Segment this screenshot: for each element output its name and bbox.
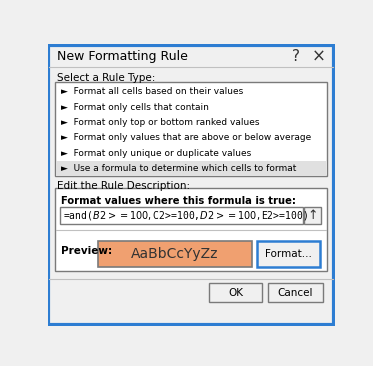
Text: AaBbCcYyZz: AaBbCcYyZz: [131, 247, 218, 261]
Text: ?: ?: [291, 49, 300, 64]
Bar: [268, 283, 323, 302]
Text: New Formatting Rule: New Formatting Rule: [57, 50, 188, 63]
Bar: [60, 207, 303, 224]
Text: =and($B2>=100,$C2>=100,$D2>=100,$E2>=100): =and($B2>=100,$C2>=100,$D2>=100,$E2>=100…: [63, 209, 308, 222]
Text: ►  Format only top or bottom ranked values: ► Format only top or bottom ranked value…: [62, 118, 260, 127]
Text: ►  Use a formula to determine which cells to format: ► Use a formula to determine which cells…: [62, 164, 297, 173]
Text: ↑: ↑: [307, 209, 318, 222]
Bar: [304, 207, 321, 224]
Bar: [55, 82, 327, 176]
Text: Cancel: Cancel: [278, 288, 313, 298]
Bar: [56, 161, 326, 176]
Bar: [55, 188, 327, 271]
Text: ►  Format all cells based on their values: ► Format all cells based on their values: [62, 87, 244, 96]
Text: ►  Format only values that are above or below average: ► Format only values that are above or b…: [62, 133, 312, 142]
Text: ×: ×: [312, 47, 326, 65]
Text: ►  Format only cells that contain: ► Format only cells that contain: [62, 102, 209, 112]
Text: Format...: Format...: [265, 249, 312, 259]
Text: Edit the Rule Description:: Edit the Rule Description:: [57, 180, 190, 191]
Text: Preview:: Preview:: [62, 246, 113, 256]
Text: Format values where this formula is true:: Format values where this formula is true…: [62, 196, 297, 206]
Text: OK: OK: [228, 288, 243, 298]
Text: ►  Format only unique or duplicate values: ► Format only unique or duplicate values: [62, 149, 252, 158]
Bar: [98, 241, 252, 267]
Text: Select a Rule Type:: Select a Rule Type:: [57, 73, 155, 83]
Bar: [209, 283, 261, 302]
Bar: [257, 241, 320, 267]
